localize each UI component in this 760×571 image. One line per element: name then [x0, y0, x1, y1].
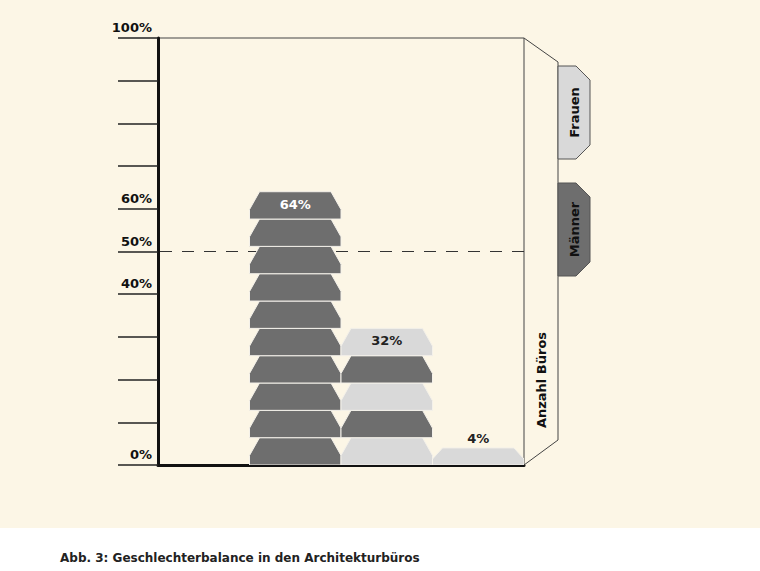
svg-text:Frauen: Frauen	[567, 87, 582, 138]
svg-text:50%: 50%	[121, 234, 152, 249]
svg-text:Männer: Männer	[567, 201, 582, 257]
svg-text:0%: 0%	[130, 447, 152, 462]
svg-text:100%: 100%	[112, 20, 152, 35]
svg-text:Abb. 3: Geschlechterbalance in: Abb. 3: Geschlechterbalance in den Archi…	[60, 551, 420, 565]
svg-text:32%: 32%	[371, 333, 402, 348]
svg-text:Anzahl Büros: Anzahl Büros	[534, 332, 549, 428]
svg-text:4%: 4%	[467, 431, 489, 446]
svg-text:60%: 60%	[121, 191, 152, 206]
svg-text:64%: 64%	[280, 197, 311, 212]
svg-text:40%: 40%	[121, 276, 152, 291]
